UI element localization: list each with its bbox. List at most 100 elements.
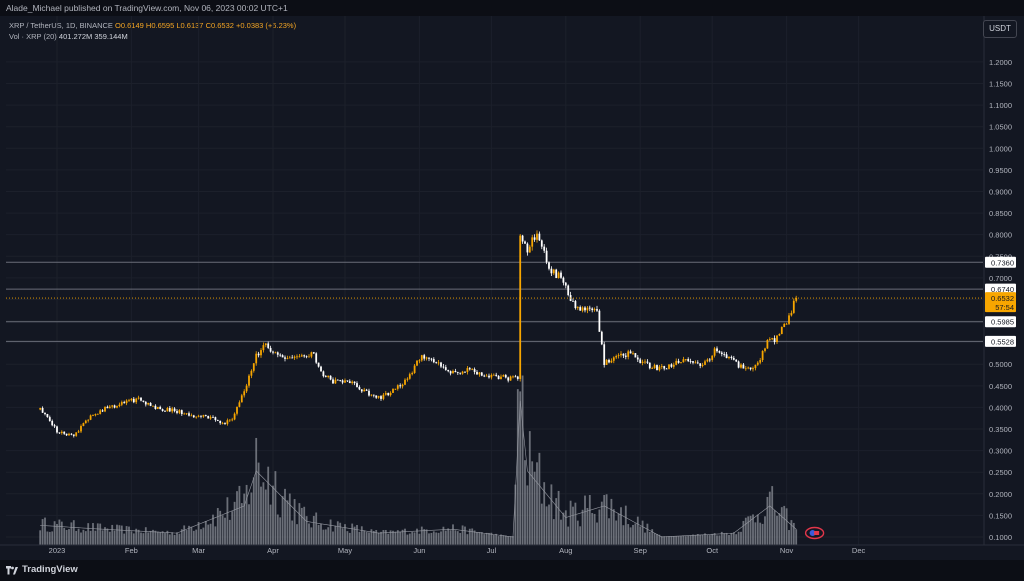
- candle-body: [790, 312, 793, 316]
- volume-bar: [612, 509, 615, 545]
- volume-bar: [293, 499, 296, 545]
- volume-bar: [488, 532, 490, 545]
- volume-bar: [188, 525, 190, 545]
- volume-legend: Vol · XRP (20) 401.272M 359.144M: [9, 32, 128, 41]
- volume-bar: [732, 532, 735, 545]
- candle-body: [605, 359, 608, 365]
- x-tick-label: Nov: [780, 546, 794, 555]
- candle-body: [456, 372, 459, 373]
- volume-bar: [509, 536, 512, 545]
- volume-bar: [180, 529, 183, 545]
- volume-bar: [168, 534, 171, 545]
- volume-bars: [39, 375, 798, 545]
- volume-bar: [634, 523, 637, 545]
- candle-body: [380, 396, 382, 399]
- volume-bar: [190, 526, 193, 545]
- candle-body: [641, 361, 644, 363]
- candle-body: [591, 308, 594, 311]
- candle-body: [540, 240, 543, 247]
- volume-bar: [502, 535, 505, 545]
- volume-label[interactable]: Vol · XRP (20): [9, 32, 57, 41]
- volume-bar: [413, 532, 416, 545]
- candle-body: [552, 269, 555, 274]
- candle-body: [684, 359, 687, 360]
- candle-body: [108, 406, 111, 409]
- volume-bar: [622, 525, 625, 545]
- volume-bar: [322, 529, 325, 545]
- volume-bar: [106, 528, 109, 545]
- candle-body: [639, 359, 642, 363]
- candle-body: [680, 362, 682, 364]
- candle-body: [255, 353, 258, 364]
- candle-body: [204, 415, 207, 416]
- currency-button[interactable]: USDT: [983, 20, 1017, 38]
- volume-bar: [363, 530, 366, 545]
- volume-bar: [454, 530, 457, 545]
- volume-bar: [341, 528, 344, 545]
- volume-bar: [524, 460, 526, 545]
- price-chart[interactable]: 0.1000 0.1500 0.2000 0.2500 0.3000 0.3500 0.40…: [0, 0, 1024, 560]
- volume-bar: [764, 516, 766, 545]
- candle-body: [612, 357, 615, 361]
- y-tick-label: 0.7000: [989, 274, 1012, 283]
- volume-bar: [406, 534, 409, 545]
- candle-body: [761, 350, 764, 361]
- candle-body: [704, 361, 706, 365]
- symbol-title[interactable]: XRP / TetherUS, 1D, BINANCE: [9, 21, 113, 30]
- volume-bar: [392, 530, 394, 545]
- volume-bar: [495, 533, 498, 545]
- volume-bar: [104, 527, 106, 545]
- candle-body: [521, 235, 524, 242]
- candle-body: [564, 282, 567, 286]
- candle-body: [140, 397, 142, 401]
- volume-bar: [617, 513, 620, 545]
- candle-body: [370, 394, 373, 396]
- volume-bar: [84, 531, 87, 545]
- volume-bar: [473, 530, 476, 545]
- candle-body: [39, 407, 42, 410]
- volume-bar: [497, 536, 500, 545]
- x-tick-labels[interactable]: 2023 Feb Mar Apr May Jun Jul Aug Sep Oct Nov Dec: [49, 546, 866, 555]
- candle-body: [260, 350, 262, 356]
- volume-bar: [706, 535, 709, 545]
- candle-body: [70, 433, 73, 435]
- candle-body: [596, 309, 598, 311]
- candle-body: [634, 353, 637, 358]
- volume-bar: [358, 531, 361, 545]
- candle-body: [773, 338, 776, 343]
- volume-bar: [144, 527, 147, 545]
- volume-bar: [471, 528, 474, 545]
- volume-bar: [404, 528, 406, 545]
- volume-bar: [284, 488, 286, 545]
- candle-body: [711, 355, 714, 360]
- volume-bar: [701, 534, 704, 545]
- candle-body: [224, 423, 226, 424]
- volume-bar: [164, 533, 166, 545]
- volume-bar: [82, 529, 85, 545]
- volume-bar: [255, 437, 258, 545]
- volume-bar: [740, 531, 742, 545]
- candle-body: [766, 339, 769, 349]
- grid-lines: [6, 16, 983, 545]
- candle-body: [425, 357, 428, 359]
- candle-body: [783, 324, 786, 328]
- symbol-legend: XRP / TetherUS, 1D, BINANCE O0.6149 H0.6…: [9, 21, 296, 30]
- volume-bar: [540, 503, 543, 545]
- x-tick-label: Aug: [559, 546, 572, 555]
- volume-bar: [183, 525, 186, 545]
- candle-body: [440, 362, 442, 367]
- x-tick-label: Mar: [192, 546, 205, 555]
- x-tick-label: Jun: [413, 546, 425, 555]
- volume-bar: [310, 527, 313, 545]
- candle-body: [579, 307, 582, 311]
- volume-bar: [80, 532, 82, 545]
- volume-bar: [96, 523, 99, 545]
- volume-bar: [538, 452, 541, 545]
- candle-body: [58, 432, 61, 434]
- candle-body: [670, 364, 673, 367]
- candle-body: [332, 379, 334, 384]
- event-marker-icon[interactable]: [804, 526, 825, 540]
- volume-bar: [644, 532, 646, 545]
- y-tick-label: 1.0500: [989, 123, 1012, 132]
- candle-body: [447, 369, 450, 372]
